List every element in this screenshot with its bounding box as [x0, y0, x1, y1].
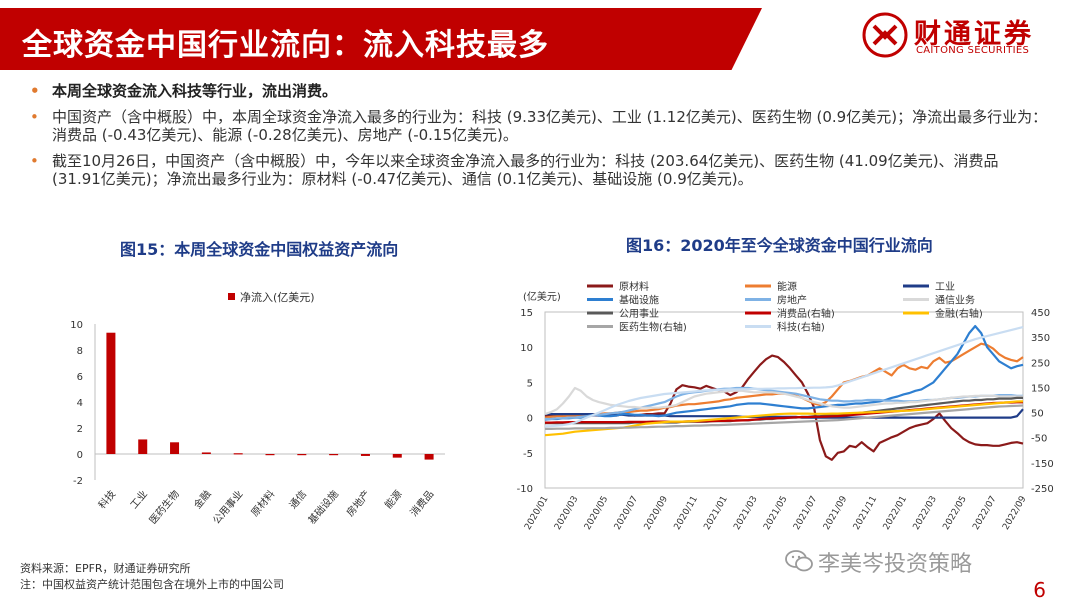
legend-label: 净流入(亿美元) [240, 290, 315, 304]
bar [201, 452, 211, 454]
x-tick-label: 2022/01 [882, 495, 909, 532]
bar [329, 454, 339, 456]
header-bar [0, 8, 762, 70]
page-title: 全球资金中国行业流向：流入科技最多 [22, 28, 549, 63]
y-tick-label: -2 [73, 476, 83, 487]
y-unit-label: (亿美元) [523, 290, 561, 303]
x-tick-label: 科技 [95, 488, 118, 512]
x-tick-label: 金融 [191, 488, 214, 512]
y-tick-label: -5 [523, 449, 533, 460]
line-chart: (亿美元)-10-5051015-250-150-505015025035045… [517, 280, 1054, 532]
y2-tick-label: 350 [1031, 333, 1050, 344]
y2-tick-label: 50 [1031, 409, 1044, 420]
y-tick-label: 10 [520, 343, 533, 354]
y-tick-label: -10 [517, 484, 533, 495]
x-tick-label: 2020/09 [643, 494, 670, 532]
x-tick-label: 消费品 [407, 488, 436, 519]
y-tick-label: 10 [70, 320, 83, 331]
x-tick-label: 2021/03 [732, 495, 759, 532]
y-tick-label: 0 [527, 414, 533, 425]
x-tick-label: 2020/11 [673, 495, 700, 532]
x-tick-label: 2021/01 [702, 495, 729, 532]
legend-label: 房地产 [777, 294, 807, 307]
y2-tick-label: -150 [1031, 459, 1054, 470]
chart-16-title: 图16：2020年至今全球资金中国行业流向 [626, 236, 933, 255]
bar [360, 454, 370, 456]
x-tick-label: 2020/05 [583, 495, 610, 532]
y2-tick-label: -50 [1031, 434, 1047, 445]
y-tick-label: 2 [77, 424, 83, 435]
bar [138, 439, 148, 454]
y-tick-label: 8 [77, 346, 83, 357]
legend-label: 能源 [777, 280, 797, 293]
legend-label: 医药生物(右轴) [619, 321, 687, 334]
x-tick-label: 房地产 [344, 488, 373, 519]
legend-label: 通信业务 [935, 294, 975, 307]
legend-swatch [228, 293, 235, 300]
legend-label: 金融(右轴) [935, 307, 983, 320]
y-tick-label: 5 [527, 378, 533, 389]
bullet-1: 本周全球资金流入科技等行业，流出消费。 [28, 82, 1048, 100]
x-tick-label: 2020/01 [523, 495, 550, 532]
bar [424, 454, 434, 460]
company-logo: 财通证券 CAITONG SECURITIES [862, 12, 1062, 62]
x-tick-label: 医药生物 [146, 488, 182, 527]
chart-15-title: 图15：本周全球资金中国权益资产流向 [120, 240, 399, 259]
x-tick-label: 2020/07 [613, 495, 640, 532]
series-line [544, 324, 1024, 421]
x-tick-label: 原材料 [248, 488, 277, 519]
bar [392, 454, 402, 458]
bar [233, 453, 243, 455]
y-tick-label: 4 [77, 398, 83, 409]
header: 全球资金中国行业流向：流入科技最多 财通证券 CAITONG SECURITIE… [0, 0, 1080, 70]
x-tick-label: 2021/05 [762, 495, 789, 532]
logo-icon [862, 12, 908, 58]
source-note: 资料来源：EPFR，财通证券研究所 [20, 562, 191, 575]
bar [106, 332, 116, 454]
x-tick-label: 工业 [128, 488, 150, 511]
y2-tick-label: 450 [1031, 308, 1050, 319]
y-tick-label: 0 [77, 450, 83, 461]
y-tick-label: 15 [520, 308, 533, 319]
watermark: 李美岑投资策略 [818, 552, 973, 577]
bar [297, 454, 307, 456]
y-tick-label: 6 [77, 372, 83, 383]
x-tick-label: 2022/05 [941, 495, 968, 532]
logo-name-en: CAITONG SECURITIES [916, 45, 1030, 56]
plot-area [544, 311, 1024, 489]
x-tick-label: 能源 [382, 488, 405, 512]
legend-label: 消费品(右轴) [777, 307, 835, 320]
x-tick-label: 2021/07 [792, 495, 819, 532]
series-line [545, 404, 1024, 430]
legend-label: 科技(右轴) [777, 321, 825, 334]
y2-tick-label: 150 [1031, 383, 1050, 394]
series-line [544, 386, 1023, 416]
scope-note: 注：中国权益资产统计范围包含在境外上市的中国公司 [20, 578, 284, 591]
legend-label: 工业 [935, 281, 955, 293]
summary-bullets: 本周全球资金流入科技等行业，流出消费。 中国资产（含中概股）中，本周全球资金净流… [28, 82, 1048, 196]
x-tick-label: 通信 [287, 488, 309, 511]
legend-label: 公用事业 [619, 307, 659, 320]
x-tick-label: 公用事业 [210, 488, 246, 527]
legend-label: 基础设施 [619, 294, 659, 307]
logo-name-cn: 财通证券 [914, 19, 1034, 50]
series-line [544, 326, 1024, 428]
x-tick-label: 2022/03 [912, 495, 939, 532]
bar [265, 454, 275, 456]
x-tick-label: 基础设施 [305, 488, 341, 527]
legend-label: 原材料 [619, 280, 649, 293]
y2-tick-label: -250 [1031, 484, 1054, 495]
y2-tick-label: 250 [1031, 358, 1050, 369]
bullet-3: 截至10月26日，中国资产（含中概股）中，今年以来全球资金净流入最多的行业为：科… [28, 152, 1048, 188]
page-number: 6 [1033, 578, 1046, 602]
x-tick-label: 2021/11 [852, 495, 879, 532]
x-tick-label: 2022/07 [971, 495, 998, 532]
x-tick-label: 2021/09 [822, 494, 849, 532]
bullet-2: 中国资产（含中概股）中，本周全球资金净流入最多的行业为：科技 (9.33亿美元)… [28, 108, 1048, 144]
wechat-icon [785, 550, 813, 572]
x-tick-label: 2022/09 [1001, 494, 1028, 532]
bar [170, 442, 180, 454]
x-tick-label: 2020/03 [553, 495, 580, 532]
